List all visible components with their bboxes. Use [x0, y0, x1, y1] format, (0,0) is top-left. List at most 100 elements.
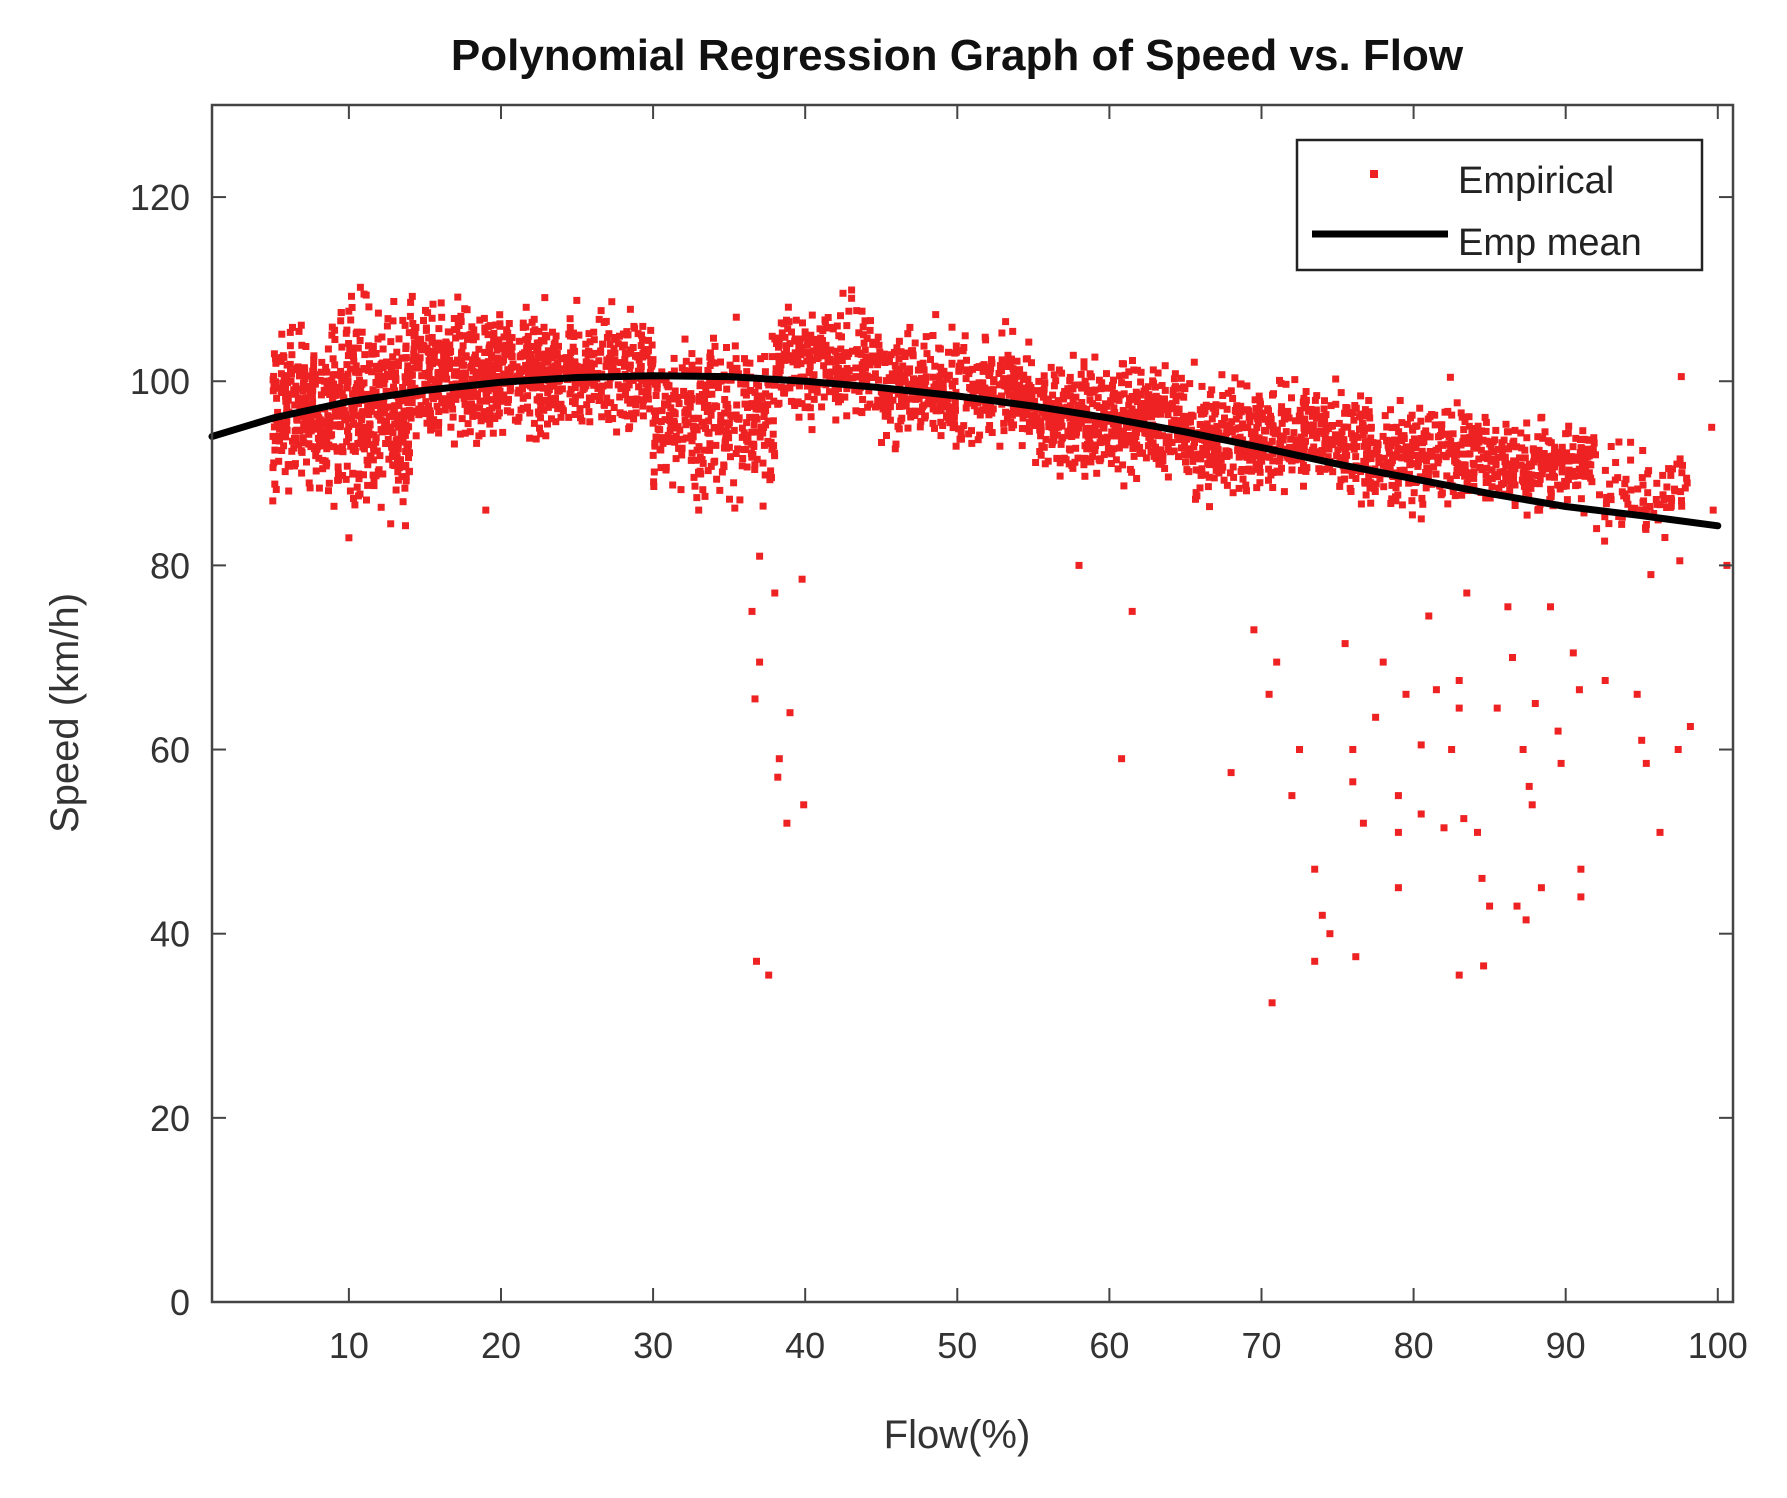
- scatter-point: [529, 328, 537, 336]
- scatter-point: [449, 413, 457, 421]
- scatter-point: [394, 445, 402, 453]
- scatter-point: [441, 406, 449, 414]
- scatter-point: [357, 432, 365, 440]
- scatter-point: [1195, 450, 1203, 458]
- scatter-point: [1439, 451, 1447, 459]
- scatter-point: [974, 407, 982, 415]
- scatter-point: [477, 412, 485, 420]
- scatter-point: [644, 385, 652, 393]
- scatter-point: [365, 423, 373, 431]
- scatter-point: [1517, 461, 1525, 469]
- scatter-point: [701, 492, 709, 500]
- scatter-point: [522, 303, 530, 311]
- scatter-point: [1190, 443, 1198, 450]
- scatter-point: [1392, 497, 1400, 505]
- y-tick-label: 120: [130, 177, 190, 218]
- scatter-point: [1061, 411, 1069, 419]
- scatter-point: [1229, 463, 1237, 471]
- scatter-point: [823, 351, 831, 359]
- scatter-point: [390, 298, 398, 305]
- scatter-point: [747, 387, 755, 394]
- scatter-point: [526, 409, 534, 417]
- scatter-point: [1215, 461, 1223, 469]
- scatter-point: [448, 402, 455, 410]
- scatter-point: [1483, 464, 1491, 472]
- scatter-point: [1509, 439, 1517, 447]
- scatter-point: [551, 351, 559, 359]
- scatter-point: [523, 344, 531, 352]
- scatter-point: [537, 414, 544, 422]
- scatter-point: [452, 388, 460, 396]
- scatter-point: [1177, 374, 1185, 382]
- scatter-point: [560, 365, 568, 373]
- scatter-point: [1585, 452, 1593, 460]
- scatter-point: [806, 339, 814, 347]
- scatter-point: [650, 483, 658, 490]
- scatter-point: [838, 333, 845, 341]
- scatter-point: [860, 358, 868, 366]
- scatter-point: [343, 438, 351, 446]
- scatter-point: [1448, 411, 1456, 419]
- scatter-point: [1438, 421, 1446, 429]
- scatter-point: [1102, 384, 1110, 392]
- scatter-point: [537, 401, 545, 409]
- scatter-point: [979, 367, 987, 375]
- scatter-point: [506, 387, 514, 395]
- scatter-point: [1083, 405, 1091, 413]
- scatter-point: [1545, 438, 1553, 446]
- scatter-point: [1164, 411, 1172, 419]
- scatter-point: [1232, 415, 1240, 423]
- scatter-point: [897, 348, 905, 356]
- scatter-point: [1128, 468, 1136, 476]
- scatter-point: [571, 358, 579, 366]
- scatter-point: [1287, 435, 1295, 443]
- empirical-points: [269, 283, 1731, 1007]
- scatter-point: [1130, 414, 1138, 422]
- scatter-point: [705, 429, 713, 437]
- scatter-point: [461, 429, 469, 437]
- scatter-point: [395, 435, 403, 443]
- scatter-point: [568, 369, 576, 377]
- scatter-point: [689, 414, 697, 422]
- scatter-point: [808, 386, 816, 394]
- scatter-point: [1227, 387, 1235, 395]
- scatter-point: [632, 401, 640, 409]
- scatter-point: [687, 390, 695, 398]
- scatter-point: [895, 337, 903, 345]
- scatter-point: [505, 320, 513, 327]
- scatter-point: [1581, 472, 1589, 480]
- scatter-point: [355, 369, 363, 377]
- scatter-point: [760, 413, 768, 420]
- scatter-point: [1639, 447, 1647, 454]
- scatter-point: [1534, 433, 1542, 441]
- scatter-point: [998, 356, 1006, 364]
- scatter-point: [1066, 446, 1074, 454]
- scatter-point: [428, 314, 436, 322]
- scatter-point: [435, 429, 443, 437]
- scatter-point: [658, 434, 666, 442]
- scatter-point: [1394, 479, 1402, 487]
- scatter-point: [1331, 431, 1339, 439]
- scatter-point: [499, 342, 507, 350]
- scatter-point: [644, 395, 652, 403]
- scatter-point: [616, 332, 623, 340]
- scatter-point: [1627, 486, 1635, 494]
- scatter-point: [864, 403, 872, 411]
- scatter-point: [1678, 469, 1686, 477]
- scatter-point: [654, 425, 662, 433]
- scatter-point: [1007, 418, 1015, 426]
- scatter-point: [671, 410, 679, 418]
- scatter-point: [647, 326, 655, 334]
- scatter-point: [1067, 421, 1075, 429]
- scatter-point: [1109, 420, 1117, 428]
- scatter-point: [704, 391, 712, 398]
- scatter-point: [1545, 473, 1553, 481]
- scatter-point: [919, 403, 926, 411]
- scatter-point: [408, 371, 416, 379]
- scatter-point: [1365, 408, 1373, 416]
- scatter-point: [351, 447, 359, 455]
- scatter-point: [281, 424, 289, 432]
- scatter-point: [1040, 443, 1048, 451]
- scatter-point: [804, 348, 812, 356]
- scatter-point: [1121, 441, 1129, 449]
